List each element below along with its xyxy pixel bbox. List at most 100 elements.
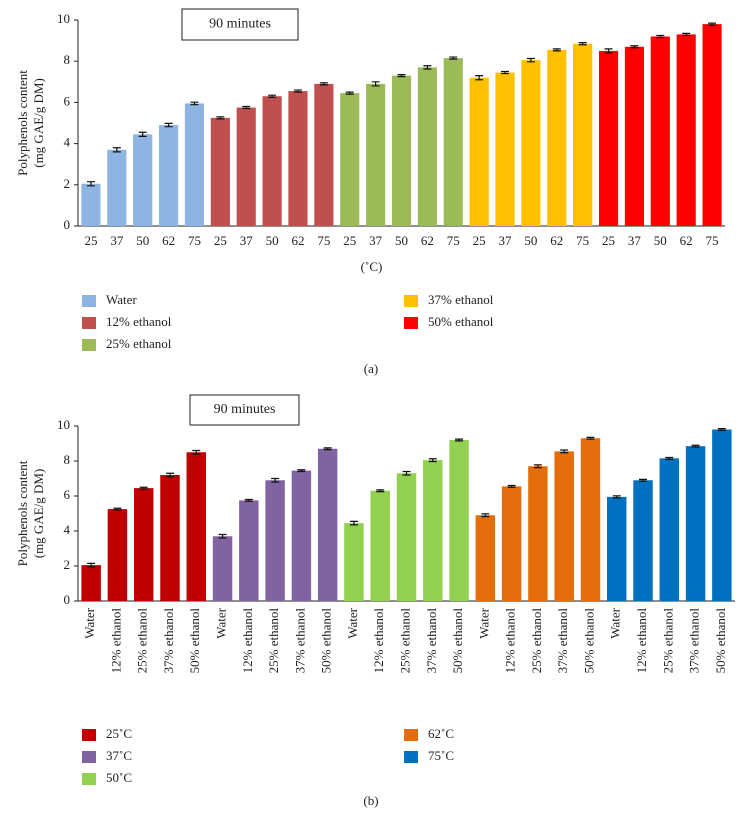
legend-swatch [82, 339, 96, 351]
x-tick-label: 25% ethanol [266, 608, 281, 674]
legend-label: 62˚C [428, 726, 454, 741]
legend-swatch [404, 317, 418, 329]
y-tick-label: 2 [64, 557, 71, 572]
x-tick-label: 37% ethanol [292, 608, 307, 674]
legend-swatch [404, 295, 418, 307]
error-bar [501, 70, 510, 75]
x-tick-label: 75 [188, 233, 201, 248]
y-tick-label: 4 [64, 522, 71, 537]
bar [712, 429, 732, 601]
panel-caption: (b) [363, 793, 378, 808]
x-tick-label: 25% ethanol [397, 608, 412, 674]
error-bar [112, 147, 121, 153]
bar [317, 448, 338, 601]
bar [423, 460, 443, 601]
bar [449, 440, 469, 601]
bar [659, 458, 680, 601]
bar [81, 183, 101, 226]
error-bar [244, 498, 253, 502]
x-tick-label: 37% ethanol [555, 608, 570, 674]
error-bar [665, 456, 674, 460]
x-tick-label: 50 [524, 233, 537, 248]
y-axis-label: (mg GAE/g DM) [31, 469, 46, 559]
chart-title: 90 minutes [214, 402, 276, 417]
bar [475, 515, 496, 601]
error-bar [113, 507, 122, 511]
legend-label: 37% ethanol [428, 292, 494, 307]
error-bar [507, 484, 516, 488]
error-bar [165, 472, 174, 478]
error-bar [349, 520, 358, 526]
x-tick-label: 75 [576, 233, 589, 248]
error-bar [708, 22, 717, 26]
bar [391, 75, 412, 227]
legend-swatch [404, 751, 418, 763]
bar [184, 103, 205, 226]
x-tick-label: 25% ethanol [135, 608, 150, 674]
x-tick-label: Water [345, 607, 360, 638]
legend-label: 50% ethanol [428, 314, 494, 329]
bar [160, 475, 180, 601]
error-bar [449, 56, 458, 60]
error-bar [402, 470, 411, 476]
title-box [181, 8, 299, 41]
error-bar [138, 131, 147, 137]
x-tick-label: 50 [136, 233, 149, 248]
x-tick-label: 75 [706, 233, 719, 248]
y-axis-label: (mg GAE/g DM) [31, 78, 46, 168]
bar [417, 67, 437, 226]
y-tick-label: 10 [57, 417, 70, 432]
y-axis-label: Polyphenols content [15, 460, 30, 566]
x-tick-label: 37 [240, 233, 254, 248]
error-bar [586, 436, 595, 440]
bar [239, 500, 259, 601]
x-tick-label: 75 [317, 233, 330, 248]
legend-swatch [82, 317, 96, 329]
x-tick-label: 25% ethanol [529, 608, 544, 674]
error-bar [604, 48, 613, 54]
bar [501, 486, 522, 601]
bar [528, 466, 548, 601]
legend-swatch [82, 729, 96, 741]
x-tick-label: 50 [395, 233, 408, 248]
bar [186, 452, 206, 601]
bar [685, 446, 706, 601]
bar [340, 93, 360, 226]
bar [633, 480, 653, 601]
x-tick-label: 50% ethanol [319, 608, 334, 674]
y-tick-label: 10 [57, 11, 70, 26]
panel-caption: (a) [364, 361, 378, 376]
y-tick-label: 4 [64, 135, 71, 150]
y-tick-label: 6 [64, 93, 71, 108]
error-bar [578, 42, 587, 46]
error-bar [717, 428, 726, 431]
y-tick-label: 2 [64, 176, 71, 191]
bar [159, 125, 179, 226]
x-tick-label: 62 [680, 233, 693, 248]
x-tick-label: 37% ethanol [424, 608, 439, 674]
x-tick-label: 50% ethanol [450, 608, 465, 674]
x-tick-label: 12% ethanol [503, 608, 518, 674]
x-axis-label: (˚C) [361, 259, 383, 274]
error-bar [560, 449, 569, 454]
legend-label: 50˚C [106, 770, 132, 785]
error-bar [87, 562, 96, 568]
bar [210, 117, 230, 226]
x-tick-label: 62 [421, 233, 434, 248]
error-bar [297, 469, 306, 473]
bar [81, 565, 101, 601]
x-tick-label: Water [476, 607, 491, 638]
error-bar [376, 489, 385, 493]
x-tick-label: 37% ethanol [161, 608, 176, 674]
bar [676, 34, 696, 226]
error-bar [481, 513, 490, 518]
y-tick-label: 8 [64, 52, 71, 67]
error-bar [691, 444, 700, 448]
x-tick-label: Water [608, 607, 623, 638]
error-bar [216, 116, 225, 120]
error-bar [345, 91, 354, 95]
error-bar [164, 122, 173, 128]
bar [396, 473, 417, 601]
error-bar [371, 81, 380, 87]
error-bar [612, 495, 621, 499]
